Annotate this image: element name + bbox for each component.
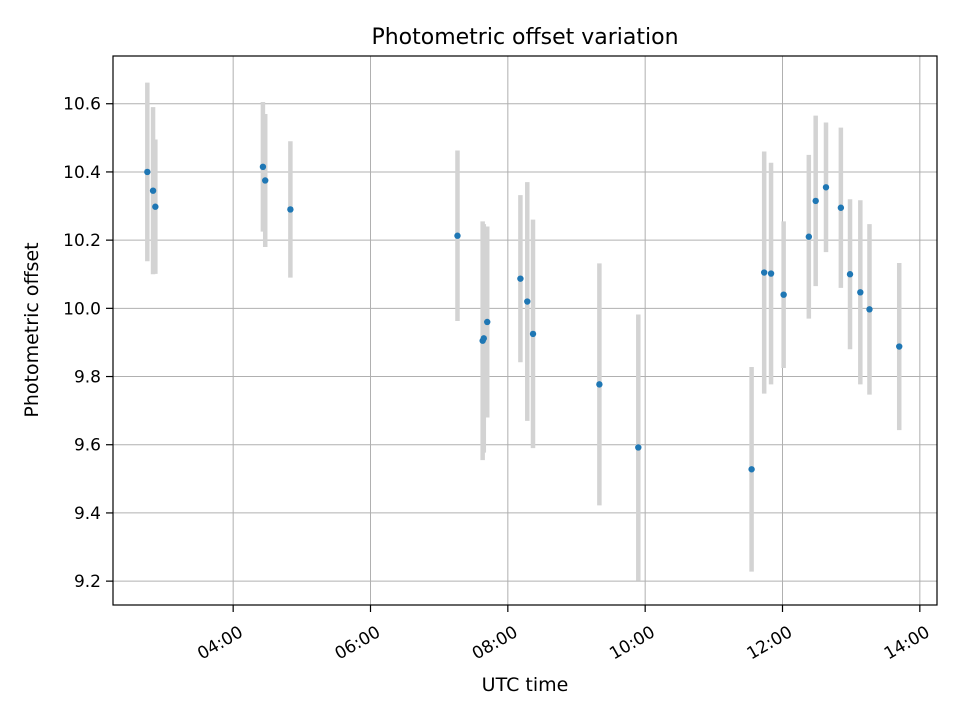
data-point	[635, 444, 642, 451]
y-tick-label: 10.2	[63, 231, 101, 251]
data-point	[767, 270, 775, 277]
y-tick-label: 9.6	[74, 436, 101, 456]
data-point	[484, 318, 491, 326]
y-tick-label: 9.2	[74, 572, 101, 592]
data-point	[805, 233, 813, 240]
data-point	[846, 271, 854, 278]
data-point	[780, 291, 787, 298]
data-point	[748, 466, 755, 473]
y-tick-label: 9.4	[74, 504, 101, 524]
x-tick-label: 14:00	[881, 622, 933, 664]
y-tick-label: 10.6	[63, 95, 101, 115]
data-point	[857, 289, 864, 296]
x-tick-label: 10:00	[606, 622, 658, 664]
data-point	[480, 335, 487, 342]
y-tick-label: 9.8	[74, 368, 101, 388]
y-tick-label: 10.4	[63, 163, 101, 183]
data-point	[149, 187, 157, 194]
x-axis: 04:00 06:00 08:00 10:00 12:00 14:00	[194, 605, 933, 664]
data-point	[517, 275, 524, 282]
x-tick-label: 12:00	[744, 622, 796, 664]
data-point	[837, 204, 845, 211]
data-point	[144, 168, 151, 176]
data-point	[866, 306, 873, 313]
plot-frame	[112, 55, 938, 606]
data-point	[529, 330, 537, 338]
x-tick-label: 04:00	[194, 622, 246, 664]
error-bars	[145, 82, 902, 581]
data-point	[259, 163, 267, 171]
data-point	[152, 203, 159, 210]
data-points	[144, 163, 903, 473]
x-tick-label: 08:00	[469, 622, 521, 664]
y-tick-label: 10.0	[63, 299, 101, 319]
y-axis: 9.2 9.4 9.6 9.8 10.0 10.2 10.4 10.6	[63, 95, 113, 592]
data-point	[822, 184, 830, 191]
data-point	[896, 343, 903, 350]
data-point	[454, 232, 461, 239]
grid	[113, 56, 937, 605]
data-point	[262, 177, 269, 184]
chart-title: Photometric offset variation	[371, 25, 678, 50]
data-point	[287, 206, 294, 213]
x-axis-label: UTC time	[482, 674, 569, 696]
data-point	[760, 269, 768, 276]
data-point	[524, 298, 531, 305]
data-point	[596, 381, 603, 388]
x-tick-label: 06:00	[332, 622, 384, 664]
data-point	[812, 197, 819, 205]
y-axis-label: Photometric offset	[21, 242, 43, 417]
